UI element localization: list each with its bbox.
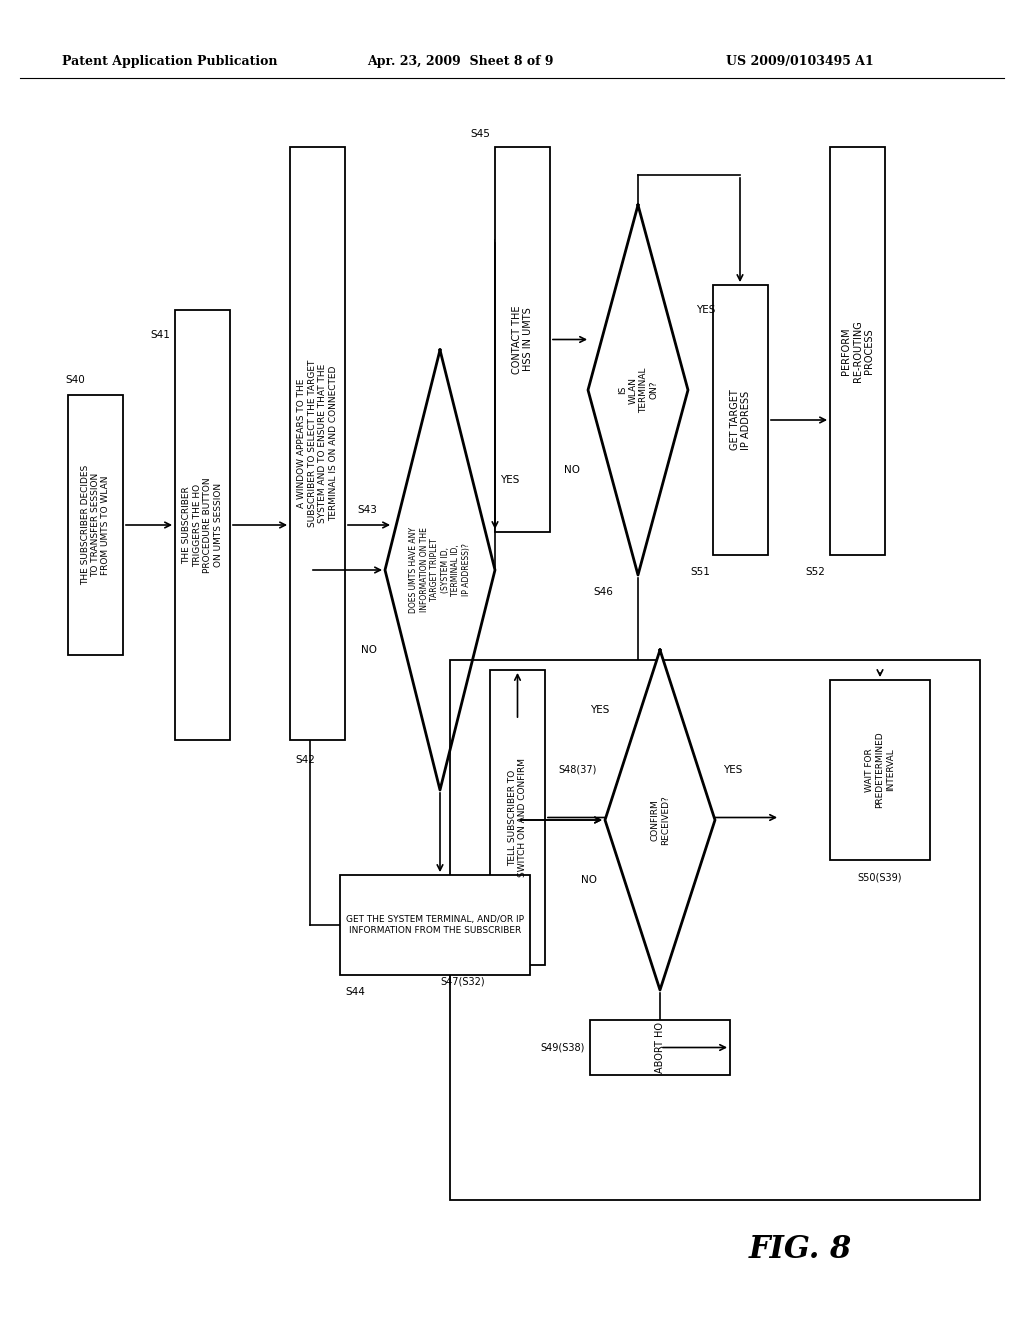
- Bar: [830, 680, 930, 861]
- Bar: [68, 395, 123, 655]
- Text: S44: S44: [345, 987, 365, 997]
- Text: NO: NO: [564, 465, 580, 475]
- Text: CONFIRM
RECEIVED?: CONFIRM RECEIVED?: [650, 795, 670, 845]
- Text: S43: S43: [357, 506, 377, 515]
- Polygon shape: [588, 205, 688, 576]
- Text: US 2009/0103495 A1: US 2009/0103495 A1: [726, 55, 873, 69]
- Bar: [495, 147, 550, 532]
- Text: DOES UMTS HAVE ANY
INFORMATION ON THE
TARGET TRIPLET
(SYSTEM ID,
TERMINAL ID,
IP: DOES UMTS HAVE ANY INFORMATION ON THE TA…: [410, 527, 470, 612]
- Text: TELL SUBSCRIBER TO
SWITCH ON AND CONFIRM: TELL SUBSCRIBER TO SWITCH ON AND CONFIRM: [508, 758, 527, 876]
- Text: PERFORM
RE-ROUTING
PROCESS: PERFORM RE-ROUTING PROCESS: [841, 321, 874, 381]
- Text: S52: S52: [805, 568, 825, 577]
- Text: NO: NO: [361, 645, 377, 655]
- Text: YES: YES: [696, 305, 716, 315]
- Bar: [490, 671, 545, 965]
- Bar: [830, 147, 885, 554]
- Polygon shape: [385, 350, 495, 789]
- Text: THE SUBSCRIBER
TRIGGERS THE HO
PROCEDURE BUTTON
ON UMTS SESSION: THE SUBSCRIBER TRIGGERS THE HO PROCEDURE…: [182, 478, 222, 573]
- Text: Apr. 23, 2009  Sheet 8 of 9: Apr. 23, 2009 Sheet 8 of 9: [367, 55, 553, 69]
- Text: WAIT FOR
PREDETERMINED
INTERVAL: WAIT FOR PREDETERMINED INTERVAL: [865, 731, 895, 808]
- Text: S40: S40: [66, 375, 85, 385]
- Text: THE SUBSCRIBER DECIDES
TO TRANSFER SESSION
FROM UMTS TO WLAN: THE SUBSCRIBER DECIDES TO TRANSFER SESSI…: [81, 465, 111, 585]
- Text: S48(37): S48(37): [559, 766, 597, 775]
- Bar: [590, 1020, 730, 1074]
- Text: S49(S38): S49(S38): [541, 1043, 585, 1052]
- Bar: [175, 310, 230, 741]
- Text: S51: S51: [690, 568, 710, 577]
- Text: YES: YES: [723, 766, 742, 775]
- Text: S50(S39): S50(S39): [858, 873, 902, 882]
- Text: GET THE SYSTEM TERMINAL, AND/OR IP
INFORMATION FROM THE SUBSCRIBER: GET THE SYSTEM TERMINAL, AND/OR IP INFOR…: [346, 915, 524, 935]
- Text: S41: S41: [151, 330, 170, 341]
- Text: A WINDOW APPEARS TO THE
SUBSCRIBER TO SELECT THE TARGET
SYSTEM AND TO ENSURE THA: A WINDOW APPEARS TO THE SUBSCRIBER TO SE…: [297, 360, 338, 527]
- Bar: [290, 147, 345, 741]
- Text: S46: S46: [593, 587, 613, 597]
- Text: YES: YES: [500, 475, 519, 484]
- Text: CONTACT THE
HSS IN UMTS: CONTACT THE HSS IN UMTS: [512, 305, 534, 374]
- Text: IS
WLAN
TERMINAL
ON?: IS WLAN TERMINAL ON?: [617, 367, 658, 413]
- Text: S47(S32): S47(S32): [440, 977, 485, 987]
- Text: GET TARGET
IP ADDRESS: GET TARGET IP ADDRESS: [730, 389, 752, 450]
- Text: S45: S45: [470, 129, 490, 139]
- Bar: [340, 875, 530, 975]
- Text: NO: NO: [581, 875, 597, 884]
- Bar: [450, 660, 980, 1200]
- Text: ABORT HO: ABORT HO: [655, 1022, 665, 1073]
- Bar: [713, 285, 768, 554]
- Text: Patent Application Publication: Patent Application Publication: [62, 55, 278, 69]
- Text: YES: YES: [590, 705, 609, 715]
- Text: S42: S42: [295, 755, 314, 766]
- Text: FIG. 8: FIG. 8: [749, 1234, 852, 1266]
- Polygon shape: [605, 649, 715, 990]
